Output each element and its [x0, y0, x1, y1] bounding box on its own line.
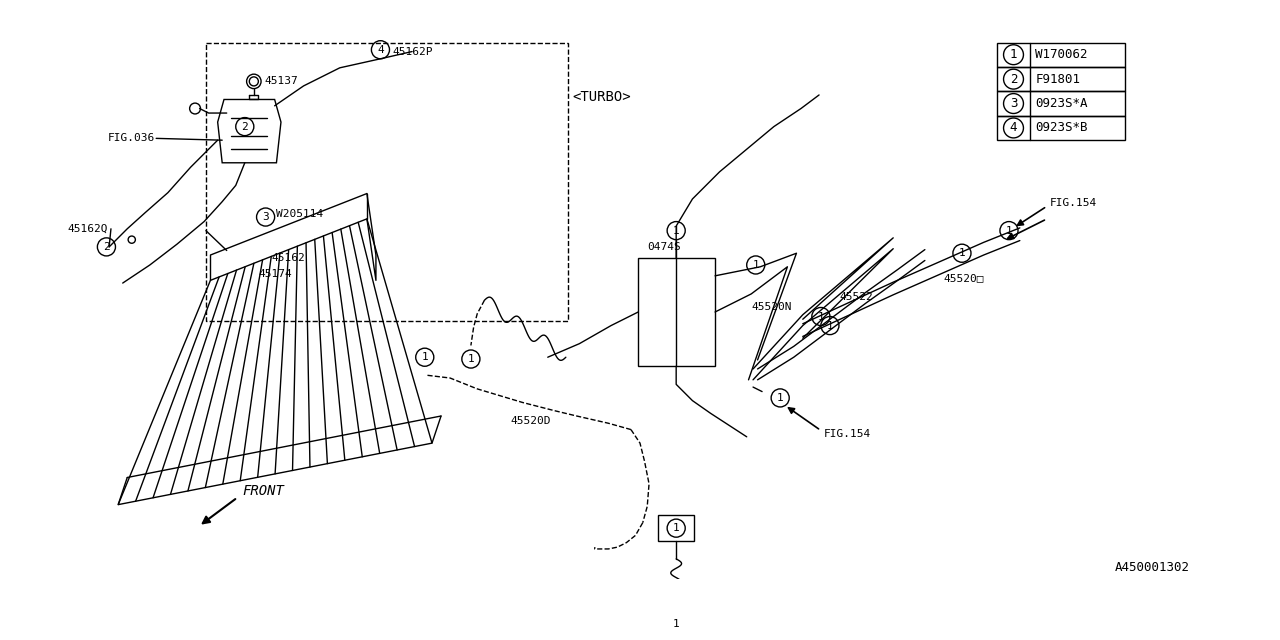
Text: 0923S*B: 0923S*B: [1036, 122, 1088, 134]
Text: FIG.036: FIG.036: [109, 133, 155, 143]
Text: 3: 3: [262, 212, 269, 222]
Text: 2: 2: [104, 242, 110, 252]
Bar: [658, 515, 694, 541]
Text: 1: 1: [673, 523, 680, 533]
Text: 1: 1: [421, 352, 428, 362]
Text: 1: 1: [1010, 48, 1018, 61]
Text: 3: 3: [1010, 97, 1018, 110]
Text: 45520N: 45520N: [751, 303, 792, 312]
Text: 45162Q: 45162Q: [68, 224, 109, 234]
Bar: [997, 116, 1125, 140]
Text: 45522: 45522: [838, 292, 873, 301]
Bar: [997, 67, 1125, 92]
Text: FRONT: FRONT: [242, 484, 284, 498]
Text: 1: 1: [818, 312, 824, 321]
Text: FIG.154: FIG.154: [823, 429, 870, 439]
Bar: [997, 42, 1125, 67]
Text: 45137: 45137: [265, 76, 298, 86]
Text: 4: 4: [1010, 122, 1018, 134]
Text: 0923S*A: 0923S*A: [1036, 97, 1088, 110]
Text: 45520□: 45520□: [943, 273, 983, 284]
Text: 1: 1: [673, 226, 680, 236]
Text: 45162P: 45162P: [392, 47, 433, 56]
Text: 1: 1: [753, 260, 759, 270]
Text: 1: 1: [777, 393, 783, 403]
Text: FIG.154: FIG.154: [1050, 198, 1097, 209]
Text: 2: 2: [1010, 72, 1018, 86]
Text: <TURBO>: <TURBO>: [572, 90, 631, 104]
Text: 1: 1: [673, 619, 680, 629]
Text: 1: 1: [959, 248, 965, 258]
Text: 4: 4: [378, 45, 384, 55]
Text: 2: 2: [242, 122, 248, 132]
Text: A450001302: A450001302: [1115, 561, 1190, 575]
Bar: [997, 92, 1125, 116]
Text: F91801: F91801: [1036, 72, 1080, 86]
Text: W170062: W170062: [1036, 48, 1088, 61]
Text: 1: 1: [827, 321, 833, 331]
Bar: [206, 42, 567, 321]
Text: 45162: 45162: [271, 253, 306, 263]
Text: 1: 1: [1006, 226, 1012, 236]
Text: 45520D: 45520D: [511, 415, 552, 426]
Bar: [639, 258, 716, 366]
Text: W205114: W205114: [276, 209, 324, 220]
Text: 0474S: 0474S: [648, 242, 681, 252]
Text: 1: 1: [467, 354, 475, 364]
Text: 45174: 45174: [259, 269, 292, 279]
